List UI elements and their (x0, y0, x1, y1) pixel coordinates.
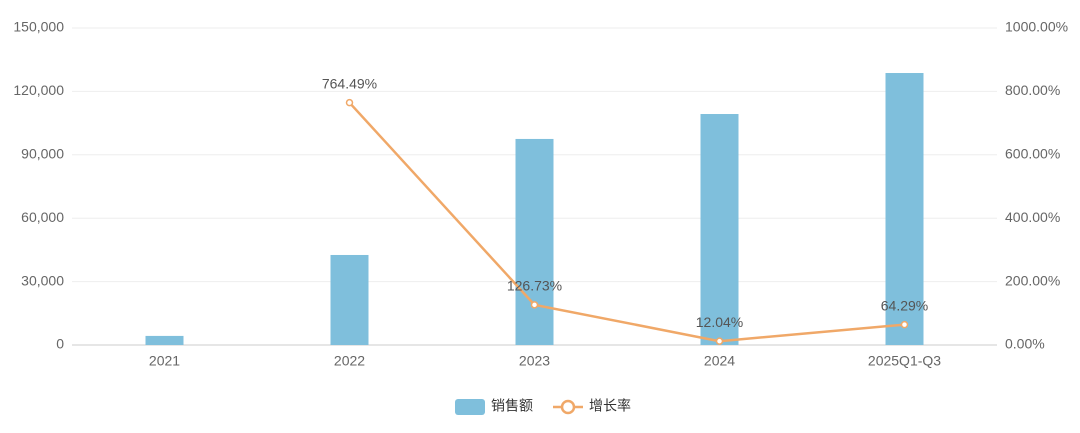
y2-tick-label: 1000.00% (1005, 19, 1068, 35)
y2-tick-label: 800.00% (1005, 82, 1060, 98)
legend-swatch (560, 399, 576, 415)
legend-label: 销售额 (491, 398, 533, 414)
bar (145, 335, 184, 345)
bar (330, 254, 369, 345)
y-tick-label: 0 (56, 336, 64, 352)
bar (700, 114, 739, 345)
x-tick-label: 2023 (519, 353, 550, 369)
data-label: 764.49% (322, 75, 377, 91)
line-point (900, 320, 909, 329)
bar (515, 138, 554, 345)
data-label: 64.29% (881, 297, 928, 313)
data-label: 12.04% (696, 314, 743, 330)
y2-tick-label: 200.00% (1005, 272, 1060, 288)
y2-tick-label: 400.00% (1005, 209, 1060, 225)
bar (885, 73, 924, 345)
line-point (530, 301, 539, 309)
y-tick-label: 30,000 (21, 272, 64, 288)
y2-tick-label: 600.00% (1005, 146, 1060, 162)
line-point (715, 337, 724, 345)
y-tick-label: 60,000 (21, 209, 64, 225)
y2-tick-label: 0.00% (1005, 336, 1045, 352)
x-tick-label: 2025Q1-Q3 (868, 353, 941, 369)
legend-label: 增长率 (589, 398, 631, 414)
x-tick-label: 2022 (334, 353, 365, 369)
y-tick-label: 120,000 (13, 82, 64, 98)
legend-swatch (455, 399, 485, 415)
line-point (345, 98, 354, 107)
x-tick-label: 2021 (149, 353, 180, 369)
y-tick-label: 90,000 (21, 146, 64, 162)
data-label: 126.73% (507, 278, 562, 294)
y-tick-label: 150,000 (13, 19, 64, 35)
line (348, 101, 905, 343)
x-tick-label: 2024 (704, 353, 735, 369)
